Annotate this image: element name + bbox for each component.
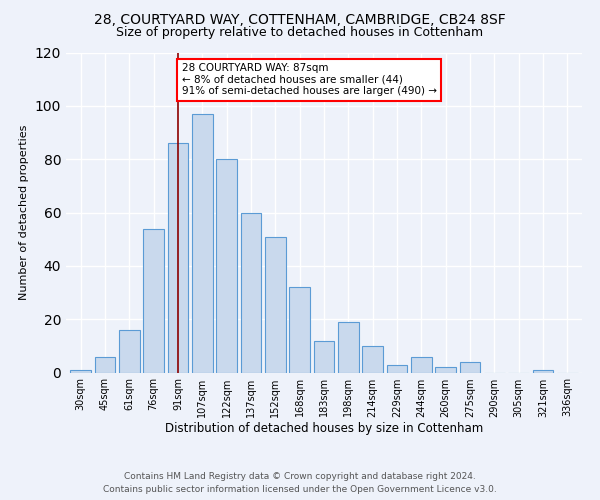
- Bar: [411, 356, 432, 372]
- Bar: [436, 367, 456, 372]
- Bar: [362, 346, 383, 372]
- Bar: [265, 236, 286, 372]
- Bar: [533, 370, 553, 372]
- Text: Contains HM Land Registry data © Crown copyright and database right 2024.
Contai: Contains HM Land Registry data © Crown c…: [103, 472, 497, 494]
- Y-axis label: Number of detached properties: Number of detached properties: [19, 125, 29, 300]
- Bar: [338, 322, 359, 372]
- Bar: [314, 340, 334, 372]
- Bar: [70, 370, 91, 372]
- Bar: [167, 143, 188, 372]
- X-axis label: Distribution of detached houses by size in Cottenham: Distribution of detached houses by size …: [165, 422, 483, 436]
- Bar: [241, 212, 262, 372]
- Bar: [119, 330, 140, 372]
- Text: 28, COURTYARD WAY, COTTENHAM, CAMBRIDGE, CB24 8SF: 28, COURTYARD WAY, COTTENHAM, CAMBRIDGE,…: [94, 12, 506, 26]
- Bar: [216, 159, 237, 372]
- Bar: [95, 356, 115, 372]
- Bar: [386, 364, 407, 372]
- Bar: [143, 228, 164, 372]
- Text: Size of property relative to detached houses in Cottenham: Size of property relative to detached ho…: [116, 26, 484, 39]
- Text: 28 COURTYARD WAY: 87sqm
← 8% of detached houses are smaller (44)
91% of semi-det: 28 COURTYARD WAY: 87sqm ← 8% of detached…: [182, 63, 437, 96]
- Bar: [289, 287, 310, 372]
- Bar: [460, 362, 481, 372]
- Bar: [192, 114, 212, 372]
